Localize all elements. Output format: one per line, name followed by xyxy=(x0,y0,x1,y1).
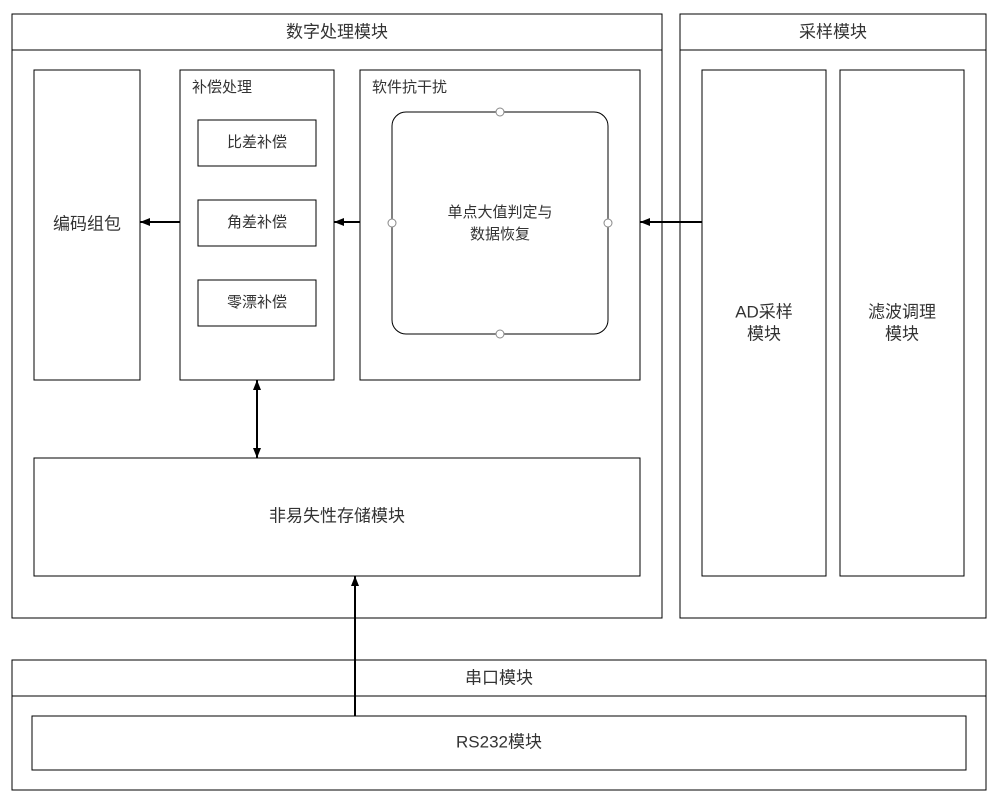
nv-storage-label: 非易失性存储模块 xyxy=(269,506,405,525)
anti-interference-inner-label2: 数据恢复 xyxy=(470,225,530,243)
compensate-item-0-label: 比差补偿 xyxy=(227,134,287,151)
filter-cond-box xyxy=(840,70,964,576)
selection-handle-1[interactable] xyxy=(604,219,612,227)
filter-cond-label2: 模块 xyxy=(885,324,919,343)
anti-interference-title: 软件抗干扰 xyxy=(372,79,447,96)
anti-interference-inner-label1: 单点大值判定与 xyxy=(447,204,552,221)
sampling-module-title: 采样模块 xyxy=(799,22,867,41)
ad-sampling-label2: 模块 xyxy=(747,324,781,343)
serial-module-title: 串口模块 xyxy=(465,668,533,687)
ad-sampling-label1: AD采样 xyxy=(735,302,793,321)
filter-cond-label1: 滤波调理 xyxy=(868,302,936,321)
selection-handle-2[interactable] xyxy=(496,330,504,338)
selection-handle-0[interactable] xyxy=(496,108,504,116)
compensate-item-1-label: 角差补偿 xyxy=(227,214,287,231)
digital-module-title: 数字处理模块 xyxy=(286,22,388,41)
compensate-title: 补偿处理 xyxy=(192,79,252,96)
encode-pack-label: 编码组包 xyxy=(53,214,121,233)
selection-handle-3[interactable] xyxy=(388,219,396,227)
ad-sampling-box xyxy=(702,70,826,576)
rs232-label: RS232模块 xyxy=(456,732,542,751)
compensate-item-2-label: 零漂补偿 xyxy=(227,294,287,311)
anti-interference-inner[interactable] xyxy=(392,112,608,334)
